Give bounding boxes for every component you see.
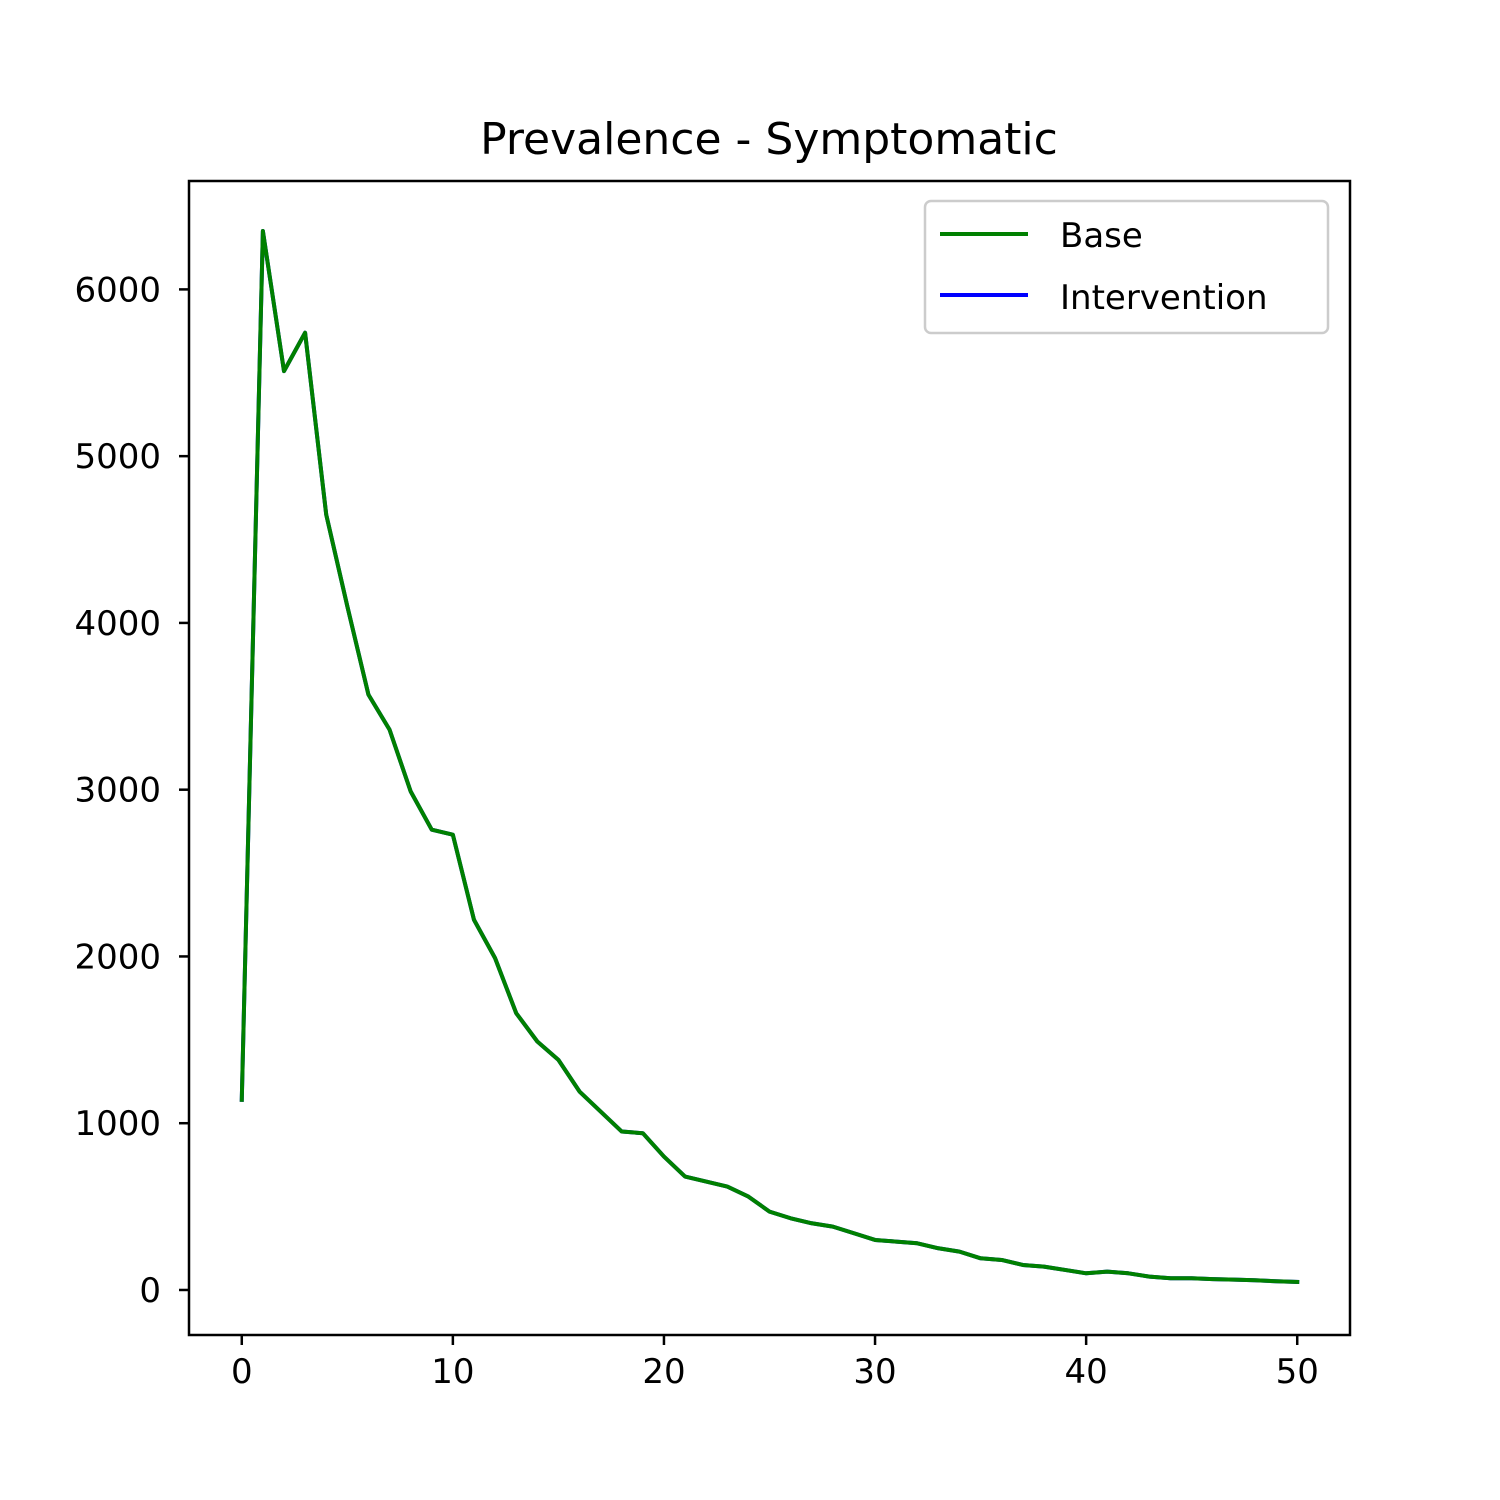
y-tick-label: 2000 — [74, 937, 161, 977]
x-tick-label: 30 — [853, 1352, 896, 1392]
y-tick-label: 4000 — [74, 604, 161, 644]
plot-frame — [187, 179, 1352, 1337]
series-line-base — [239, 229, 1300, 1285]
x-axis: 0 10 20 30 40 50 — [231, 1335, 1319, 1392]
y-tick-label: 1000 — [74, 1104, 161, 1144]
y-tick-label: 0 — [139, 1271, 161, 1311]
y-tick-label: 6000 — [74, 270, 161, 310]
legend: Base Intervention — [923, 199, 1330, 335]
y-tick-label: 5000 — [74, 437, 161, 477]
x-tick-label: 0 — [231, 1352, 253, 1392]
x-tick-label: 50 — [1276, 1352, 1319, 1392]
x-tick-label: 20 — [642, 1352, 685, 1392]
y-tick-label: 3000 — [74, 771, 161, 811]
legend-label-base: Base — [1060, 216, 1143, 256]
chart-title: Prevalence - Symptomatic — [480, 114, 1058, 165]
x-tick-label: 40 — [1065, 1352, 1108, 1392]
y-axis: 0 1000 2000 3000 4000 5000 6000 — [74, 270, 189, 1311]
series-layer — [239, 229, 1300, 1285]
legend-label-intervention: Intervention — [1060, 278, 1268, 318]
x-tick-label: 10 — [431, 1352, 474, 1392]
